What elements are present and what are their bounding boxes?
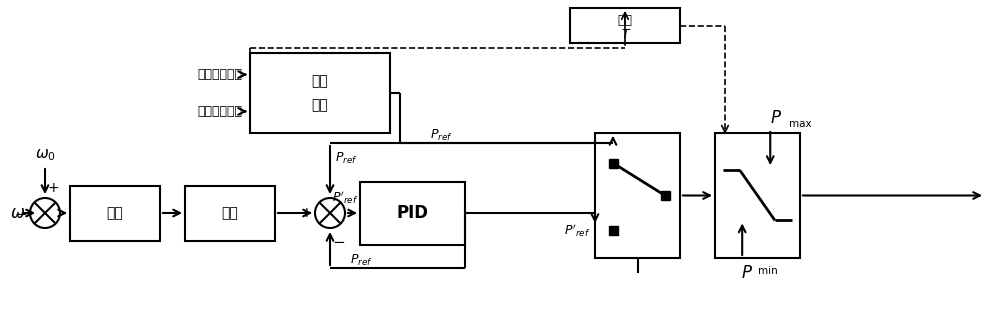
Bar [595, 133, 680, 258]
Text: 指令: 指令 [312, 74, 328, 88]
Text: $\omega$: $\omega$ [10, 204, 25, 222]
Bar [660, 191, 670, 200]
Text: $P_{ref}$: $P_{ref}$ [430, 128, 453, 143]
Text: 选择: 选择 [312, 98, 328, 112]
Bar [185, 186, 275, 241]
Bar [360, 182, 465, 245]
Circle shape [315, 198, 345, 228]
Text: $P'_{ref}$: $P'_{ref}$ [332, 190, 358, 206]
Circle shape [30, 198, 60, 228]
Text: $P_{ref}$: $P_{ref}$ [335, 151, 358, 166]
Bar [608, 226, 618, 235]
Text: $+$: $+$ [47, 181, 59, 195]
Text: 稳定控制指令: 稳定控制指令 [197, 105, 242, 118]
Text: 稳定控制指令: 稳定控制指令 [197, 68, 242, 81]
Text: PID: PID [396, 204, 428, 222]
Text: $P$: $P$ [770, 109, 782, 127]
Text: max: max [789, 119, 812, 129]
Text: $P$: $P$ [741, 264, 753, 282]
Text: min: min [758, 266, 778, 276]
Text: $P_{ref}$: $P_{ref}$ [350, 253, 373, 268]
Text: $-$: $-$ [14, 206, 27, 220]
Text: $-$: $-$ [332, 233, 345, 248]
Bar [250, 53, 390, 133]
Bar [608, 158, 618, 168]
Text: $\omega_0$: $\omega_0$ [35, 147, 55, 163]
Text: 惯性: 惯性 [222, 207, 238, 220]
Text: 延迟: 延迟 [618, 14, 633, 27]
Bar [570, 8, 680, 43]
Text: $+$: $+$ [300, 206, 312, 220]
Text: 增益: 增益 [107, 207, 123, 220]
Text: $P'_{ref}$: $P'_{ref}$ [564, 222, 590, 239]
Bar [70, 186, 160, 241]
Bar [715, 133, 800, 258]
Text: T: T [621, 28, 629, 41]
